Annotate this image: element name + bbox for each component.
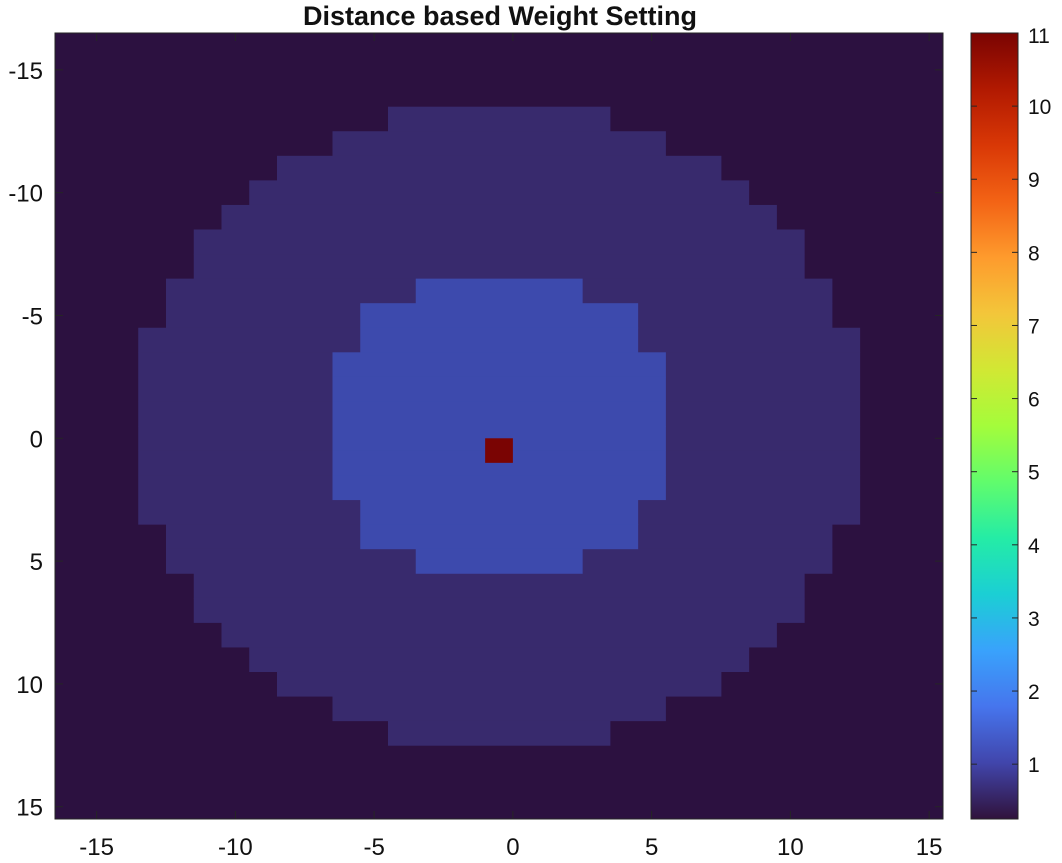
- heatmap-cell-run: [193, 229, 805, 255]
- heatmap-cell-run: [221, 622, 777, 648]
- colorbar-tick-label: 2: [1028, 681, 1040, 704]
- heatmap-cell-run: [277, 671, 722, 697]
- x-tick-label: 0: [506, 834, 519, 861]
- heatmap-cell-run: [332, 475, 666, 501]
- heatmap-cell-run: [193, 597, 805, 623]
- plot-frame: [54, 32, 944, 820]
- y-axis-ticks: -15 -10 -5 0 5 10 15: [8, 58, 943, 822]
- heatmap-cell-run: [249, 647, 750, 673]
- heatmap-cell-run: [360, 327, 639, 353]
- colorbar-tick-label: 10: [1028, 96, 1051, 119]
- colorbar-tick-label: 11: [1028, 25, 1050, 48]
- heatmap-cell-run: [360, 303, 639, 329]
- colorbar-tick-label: 7: [1028, 315, 1040, 338]
- x-tick-label: 15: [916, 834, 943, 861]
- colorbar-tick-label: 5: [1028, 462, 1040, 485]
- heatmap-cell-run: [332, 401, 666, 427]
- heatmap-cell-run: [332, 131, 666, 157]
- y-tick-label: 15: [16, 795, 43, 822]
- heatmap-cell-run: [193, 254, 805, 280]
- heatmap-cell-run: [415, 548, 583, 574]
- x-axis-ticks: -15 -10 -5 0 5 10 15: [79, 33, 942, 861]
- heatmap-cell-run: [415, 278, 583, 304]
- heatmap-cell-run: [360, 524, 639, 550]
- heatmap-ring-2: [332, 278, 666, 574]
- y-tick-label: -15: [8, 58, 43, 85]
- colorbar: [970, 32, 1019, 820]
- heatmap-cell-run: [249, 180, 750, 206]
- heatmap-cell-run: [388, 106, 611, 132]
- y-tick-label: 0: [30, 426, 43, 453]
- colorbar-tick-label: 8: [1028, 242, 1040, 265]
- heatmap-cells: [55, 33, 943, 819]
- colorbar-tick-label: 9: [1028, 169, 1040, 192]
- heatmap-cell-run: [221, 204, 777, 230]
- colorbar-ticks: 1 2 3 4 5 6 7 8 9 10 11: [971, 25, 1051, 777]
- x-tick-label: 5: [645, 834, 658, 861]
- chart-title: Distance based Weight Setting: [303, 1, 697, 31]
- colorbar-tick-label: 4: [1028, 535, 1040, 558]
- heatmap-cell-run: [360, 499, 639, 525]
- y-tick-label: -10: [8, 181, 43, 208]
- heatmap-cell-run: [277, 155, 722, 181]
- heatmap-cell-run: [332, 696, 666, 722]
- x-tick-label: -10: [218, 834, 253, 861]
- colorbar-tick-label: 6: [1028, 389, 1040, 412]
- colorbar-tick-label: 1: [1028, 754, 1040, 777]
- y-tick-label: -5: [22, 303, 43, 330]
- heatmap-cell-run: [193, 573, 805, 599]
- x-tick-label: 10: [777, 834, 804, 861]
- y-tick-label: 10: [16, 672, 43, 699]
- heatmap-peak-cell: [485, 438, 513, 463]
- heatmap-cell-run: [388, 720, 611, 746]
- heatmap-cell-run: [332, 376, 666, 402]
- heatmap-cell-run: [332, 352, 666, 378]
- y-tick-label: 5: [30, 549, 43, 576]
- x-tick-label: -5: [363, 834, 384, 861]
- x-tick-label: -15: [79, 834, 114, 861]
- colorbar-tick-label: 3: [1028, 608, 1040, 631]
